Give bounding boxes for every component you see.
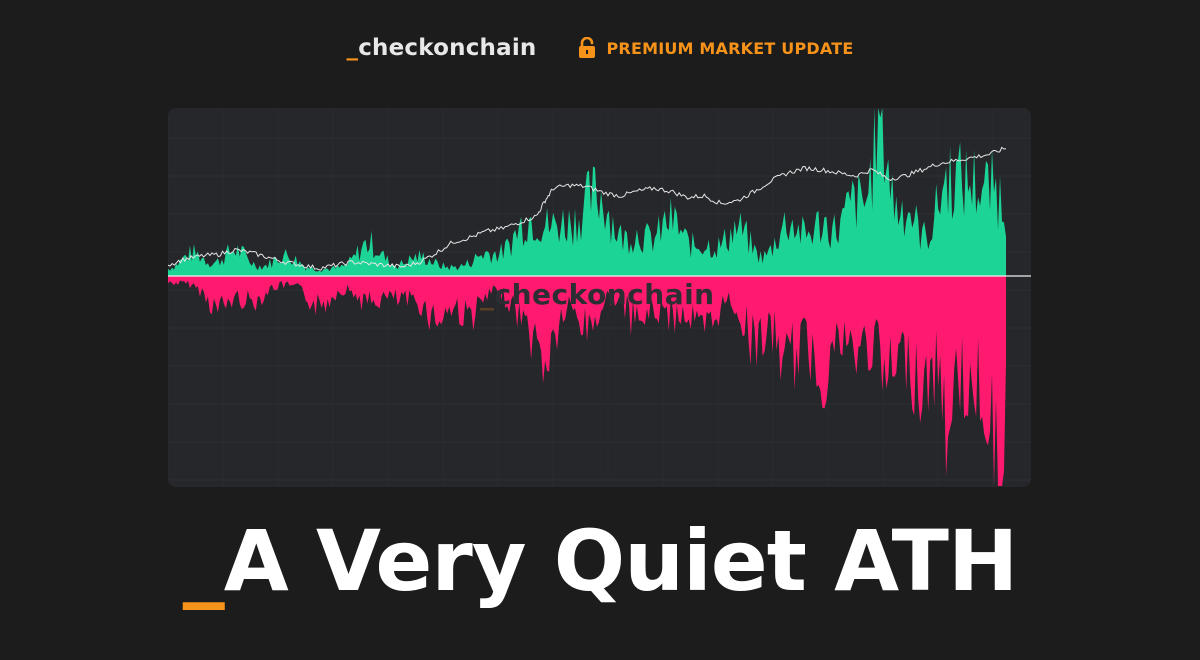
chart-watermark: _checkonchain [480,278,715,311]
premium-badge[interactable]: PREMIUM MARKET UPDATE [577,36,854,59]
page-title: _A Very Quiet ATH [0,512,1200,610]
badge-label: PREMIUM MARKET UPDATE [606,38,854,58]
title-prefix: _ [182,512,225,610]
positive-flow-area [168,108,1006,276]
brand-logo[interactable]: _ checkonchain [347,35,537,61]
title-text: A Very Quiet ATH [223,512,1019,610]
watermark-text: checkonchain [494,278,715,311]
price-line [168,146,1007,271]
flow-chart [168,108,1031,487]
watermark-prefix: _ [480,278,495,311]
brand-prefix: _ [346,35,359,61]
brand-name: checkonchain [358,35,537,61]
chart-panel: _checkonchain [168,108,1031,487]
negative-flow-area [168,276,1006,486]
unlocked-padlock-icon [577,36,597,59]
header: _ checkonchain PREMIUM MARKET UPDATE [0,30,1200,66]
